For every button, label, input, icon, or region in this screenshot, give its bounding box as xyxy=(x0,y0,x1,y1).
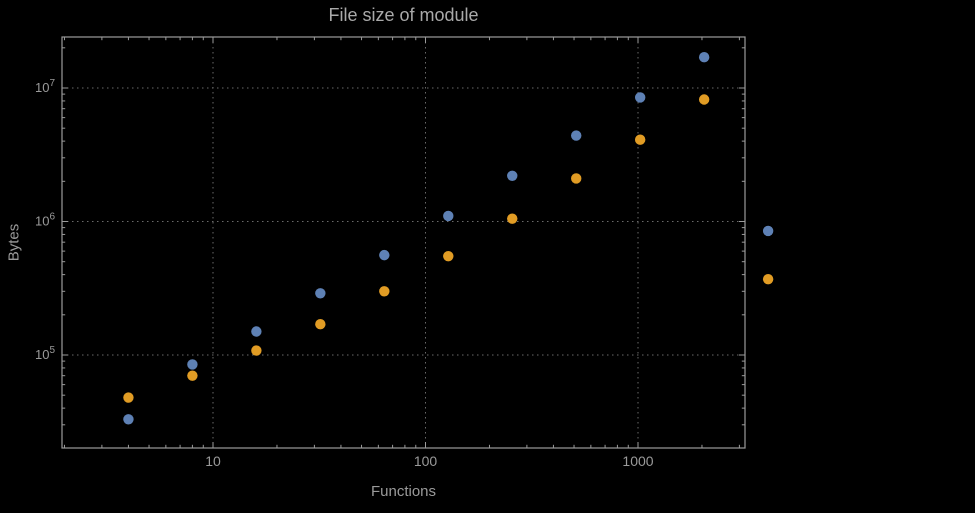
data-point-orange xyxy=(123,392,134,403)
data-point-blue xyxy=(634,92,646,103)
y-tick-label: 107 xyxy=(35,78,55,95)
data-point-blue xyxy=(315,288,326,299)
data-point-orange xyxy=(698,94,710,105)
data-point-orange xyxy=(634,134,646,145)
chart-title: File size of module xyxy=(328,5,479,25)
data-point-blue xyxy=(507,170,518,181)
data-point-blue xyxy=(571,130,582,141)
data-point-orange xyxy=(251,345,262,356)
data-point-orange xyxy=(762,273,774,285)
data-point-blue xyxy=(251,326,262,337)
data-point-blue xyxy=(123,414,134,425)
x-tick-label: 10 xyxy=(205,453,221,469)
y-tick-label: 106 xyxy=(35,212,55,229)
data-point-blue xyxy=(443,210,454,222)
y-tick-label: 105 xyxy=(35,345,55,362)
data-point-blue xyxy=(762,225,774,237)
data-point-orange xyxy=(507,213,518,224)
data-point-blue xyxy=(698,52,710,63)
data-point-blue xyxy=(187,359,198,370)
data-point-orange xyxy=(571,173,582,184)
data-point-orange xyxy=(379,286,390,297)
data-point-orange xyxy=(315,319,326,330)
x-tick-label: 1000 xyxy=(622,453,653,469)
y-axis-label: Bytes xyxy=(5,223,23,262)
x-tick-label: 100 xyxy=(414,453,438,469)
data-point-orange xyxy=(187,370,198,381)
data-point-orange xyxy=(443,250,454,262)
x-axis-label: Functions xyxy=(370,483,437,500)
data-point-blue xyxy=(379,249,390,261)
